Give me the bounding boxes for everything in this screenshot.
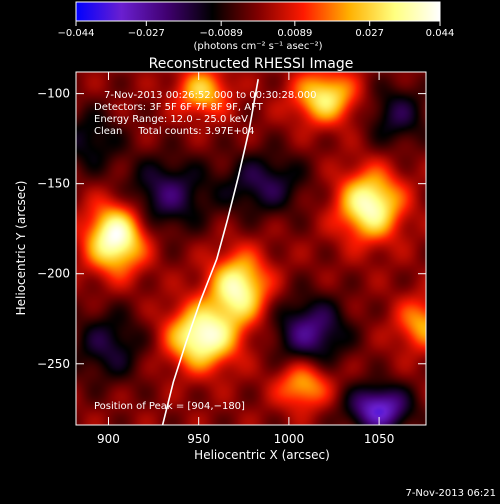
- y-axis-label: Heliocentric Y (arcsec): [14, 181, 28, 316]
- annotation-energy-range: Energy Range: 12.0 – 25.0 keV: [94, 114, 248, 125]
- annotation-time-range: 7‑Nov‑2013 00:26:52.000 to 00:30:28.000: [104, 90, 316, 101]
- y-tick-label: −250: [37, 357, 70, 371]
- y-axis: −100 −150 −200 −250: [37, 87, 426, 371]
- annotation-block: 7‑Nov‑2013 00:26:52.000 to 00:30:28.000 …: [94, 90, 316, 412]
- colorbar-units-label: (photons cm⁻² s⁻¹ asec⁻²): [193, 41, 322, 52]
- x-tick-label: 900: [97, 432, 120, 446]
- y-tick-label: −150: [37, 177, 70, 191]
- annotation-detectors: Detectors: 3F 5F 6F 7F 8F 9F, AFT: [94, 102, 264, 113]
- y-tick-label: −100: [37, 87, 70, 101]
- heatmap-image: [76, 72, 426, 425]
- annotation-clean-counts: Clean Total counts: 3.97E+04: [94, 126, 254, 137]
- colorbar-tick-label: −0.044: [57, 28, 94, 39]
- x-axis: 900 950 1000 1050: [97, 72, 394, 446]
- colorbar-tick-label: 0.044: [426, 28, 455, 39]
- plot-area: [76, 72, 426, 425]
- chart-title: Reconstructed RHESSI Image: [149, 56, 354, 72]
- y-tick-label: −200: [37, 267, 70, 281]
- colorbar-tick-label: 0.0089: [277, 28, 312, 39]
- solar-limb-line: [161, 79, 259, 425]
- x-tick-label: 1050: [364, 432, 395, 446]
- colorbar-tick-label: 0.027: [355, 28, 384, 39]
- colorbar-tick-label: −0.0089: [199, 28, 242, 39]
- colorbar-tick-label: −0.027: [128, 28, 165, 39]
- annotation-peak-position: Position of Peak = [904,−180]: [94, 401, 245, 412]
- plot-frame: [75, 71, 427, 426]
- x-tick-label: 950: [187, 432, 210, 446]
- colorbar-ticks: −0.044 −0.027 −0.0089 0.0089 0.027 0.044: [57, 21, 454, 39]
- x-axis-label: Heliocentric X (arcsec): [194, 448, 330, 462]
- footer-timestamp: 7‑Nov‑2013 06:21: [405, 488, 496, 499]
- colorbar: [75, 1, 441, 22]
- x-tick-label: 1000: [274, 432, 305, 446]
